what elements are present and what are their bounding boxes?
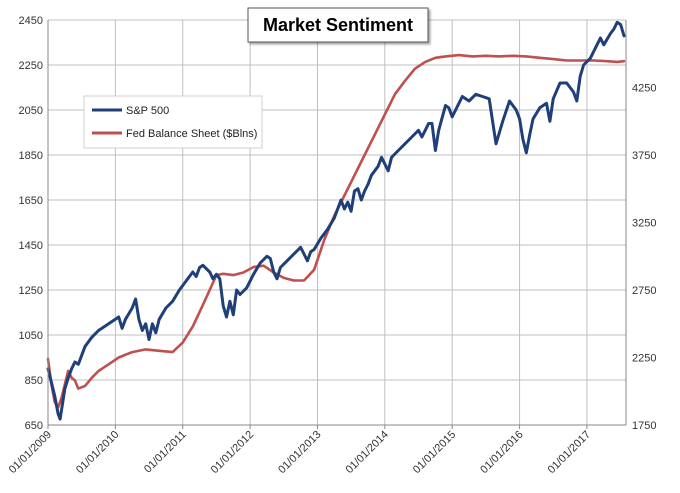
chart-title: Market Sentiment [263, 15, 413, 35]
left-tick-label: 1050 [19, 330, 43, 342]
left-tick-label: 2050 [19, 105, 43, 117]
right-tick-label: 3750 [632, 150, 656, 162]
right-tick-label: 2750 [632, 285, 656, 297]
left-tick-label: 1450 [19, 240, 43, 252]
left-tick-label: 2250 [19, 60, 43, 72]
right-tick-label: 1750 [632, 420, 656, 432]
legend: S&P 500 Fed Balance Sheet ($Blns) [83, 95, 263, 149]
series-lines [46, 20, 626, 421]
left-axis-ticks: 650 850 1050 1250 1450 1650 1850 2050 2250 2450 [19, 15, 43, 432]
legend-label-sp500: S&P 500 [126, 105, 169, 117]
left-tick-label: 2450 [19, 15, 43, 27]
left-tick-label: 650 [25, 420, 43, 432]
right-axis-ticks: 1750 2250 2750 3250 3750 4250 [632, 83, 656, 433]
left-tick-label: 1650 [19, 195, 43, 207]
chart-title-box: Market Sentiment [247, 7, 429, 43]
legend-label-fed: Fed Balance Sheet ($Blns) [126, 128, 257, 140]
right-tick-label: 2250 [632, 353, 656, 365]
left-tick-label: 1250 [19, 285, 43, 297]
fed-balance-sheet-line [46, 53, 626, 409]
axes [47, 20, 627, 426]
left-tick-label: 850 [25, 375, 43, 387]
left-tick-label: 1850 [19, 150, 43, 162]
right-tick-label: 4250 [632, 83, 656, 95]
sp500-line [46, 20, 626, 421]
right-tick-label: 3250 [632, 218, 656, 230]
